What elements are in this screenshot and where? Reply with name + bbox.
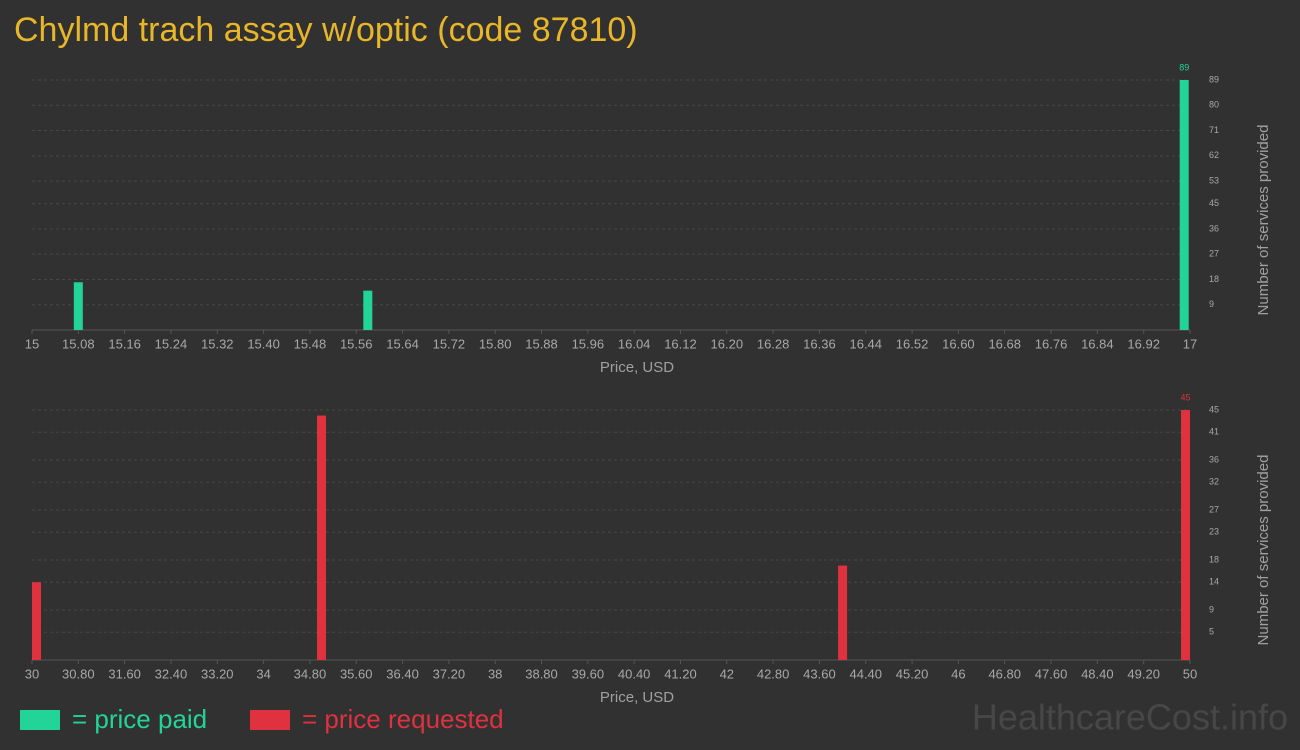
y-tick-label: 62 <box>1209 150 1219 160</box>
x-tick-label: 15.08 <box>62 336 95 351</box>
x-tick-label: 16.44 <box>849 336 882 351</box>
value-label: 45 <box>1180 392 1190 402</box>
x-tick-label: 15.88 <box>525 336 558 351</box>
x-tick-label: 35.60 <box>340 666 373 681</box>
y-tick-label: 23 <box>1209 527 1219 537</box>
bar <box>73 282 83 330</box>
x-tick-label: 16.60 <box>942 336 975 351</box>
bar <box>317 415 326 660</box>
x-tick-label: 15 <box>25 336 39 351</box>
y-tick-label: 53 <box>1209 175 1219 185</box>
x-tick-label: 46 <box>951 666 965 681</box>
y-tick-label: 80 <box>1209 100 1219 110</box>
x-tick-label: 15.32 <box>201 336 234 351</box>
x-tick-label: 37.20 <box>433 666 466 681</box>
x-tick-label: 38 <box>488 666 502 681</box>
bar <box>363 290 373 330</box>
y-tick-label: 9 <box>1209 299 1214 309</box>
x-tick-label: 44.40 <box>849 666 882 681</box>
page-title: Chylmd trach assay w/optic (code 87810) <box>14 11 638 49</box>
x-tick-label: 15.72 <box>433 336 466 351</box>
x-tick-label: 16.12 <box>664 336 697 351</box>
x-tick-label: 41.20 <box>664 666 697 681</box>
x-tick-label: 16.20 <box>711 336 744 351</box>
value-label: 89 <box>1179 62 1189 72</box>
legend-swatch <box>20 710 60 730</box>
y-tick-label: 27 <box>1209 249 1219 259</box>
x-tick-label: 33.20 <box>201 666 234 681</box>
y-tick-label: 18 <box>1209 554 1219 564</box>
x-tick-label: 15.16 <box>108 336 141 351</box>
x-tick-label: 39.60 <box>572 666 605 681</box>
x-tick-label: 38.80 <box>525 666 558 681</box>
legend-swatch <box>250 710 290 730</box>
x-tick-label: 15.40 <box>247 336 280 351</box>
x-tick-label: 47.60 <box>1035 666 1068 681</box>
legend-label: = price paid <box>72 704 207 734</box>
x-tick-label: 50 <box>1183 666 1197 681</box>
bar <box>838 565 848 660</box>
bar <box>1181 410 1190 660</box>
x-tick-label: 16.68 <box>988 336 1021 351</box>
y-tick-label: 32 <box>1209 477 1219 487</box>
x-tick-label: 15.24 <box>155 336 188 351</box>
x-tick-label: 30 <box>25 666 39 681</box>
y-tick-label: 71 <box>1209 125 1219 135</box>
watermark: HealthcareCost.info <box>972 697 1288 738</box>
x-tick-label: 16.36 <box>803 336 836 351</box>
bar <box>32 582 41 660</box>
y-tick-label: 41 <box>1209 427 1219 437</box>
x-tick-label: 30.80 <box>62 666 95 681</box>
x-tick-label: 49.20 <box>1127 666 1160 681</box>
x-tick-label: 46.80 <box>988 666 1021 681</box>
y-axis-label: Number of services provided <box>1255 455 1272 646</box>
y-axis-label: Number of services provided <box>1255 125 1272 316</box>
x-tick-label: 42 <box>720 666 734 681</box>
y-tick-label: 36 <box>1209 223 1219 233</box>
x-tick-label: 15.96 <box>572 336 605 351</box>
x-tick-label: 34 <box>256 666 270 681</box>
y-tick-label: 5 <box>1209 627 1214 637</box>
x-tick-label: 36.40 <box>386 666 419 681</box>
x-tick-label: 16.92 <box>1127 336 1160 351</box>
y-tick-label: 45 <box>1209 404 1219 414</box>
legend-label: = price requested <box>302 704 504 734</box>
x-tick-label: 40.40 <box>618 666 651 681</box>
x-tick-label: 32.40 <box>155 666 188 681</box>
x-tick-label: 17 <box>1183 336 1197 351</box>
bar <box>1179 80 1189 330</box>
x-tick-label: 45.20 <box>896 666 929 681</box>
x-tick-label: 42.80 <box>757 666 790 681</box>
y-tick-label: 14 <box>1209 577 1219 587</box>
y-tick-label: 27 <box>1209 504 1219 514</box>
x-tick-label: 43.60 <box>803 666 836 681</box>
x-tick-label: 34.80 <box>294 666 327 681</box>
y-tick-label: 18 <box>1209 274 1219 284</box>
x-tick-label: 48.40 <box>1081 666 1114 681</box>
x-tick-label: 16.52 <box>896 336 929 351</box>
x-tick-label: 15.80 <box>479 336 512 351</box>
x-tick-label: 31.60 <box>108 666 141 681</box>
x-tick-label: 15.64 <box>386 336 419 351</box>
y-tick-label: 89 <box>1209 74 1219 84</box>
x-axis-label: Price, USD <box>600 359 674 376</box>
x-tick-label: 16.04 <box>618 336 651 351</box>
x-axis-label: Price, USD <box>600 689 674 706</box>
x-tick-label: 16.84 <box>1081 336 1114 351</box>
x-tick-label: 15.56 <box>340 336 373 351</box>
y-tick-label: 36 <box>1209 454 1219 464</box>
x-tick-label: 16.28 <box>757 336 790 351</box>
x-tick-label: 16.76 <box>1035 336 1068 351</box>
x-tick-label: 15.48 <box>294 336 327 351</box>
y-tick-label: 9 <box>1209 604 1214 614</box>
y-tick-label: 45 <box>1209 198 1219 208</box>
